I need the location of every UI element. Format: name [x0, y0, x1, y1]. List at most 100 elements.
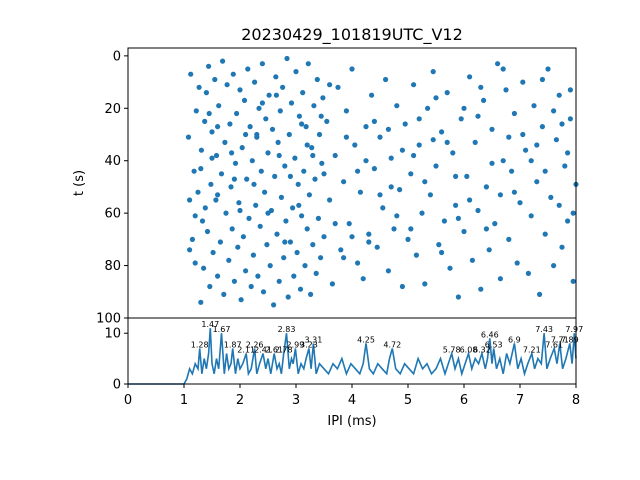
scatter-point — [287, 173, 293, 179]
scatter-point — [259, 100, 265, 106]
scatter-point — [369, 92, 375, 98]
scatter-point — [216, 103, 222, 109]
scatter-point — [542, 168, 548, 174]
scatter-point — [481, 97, 487, 103]
peak-label: 6.53 — [485, 341, 503, 350]
scatter-point — [318, 113, 324, 119]
scatter-point — [310, 242, 316, 248]
line-x-tick-label: 5 — [404, 393, 412, 408]
peak-label: 2.61 — [265, 346, 283, 355]
scatter-y-ticks: 0 20 40 60 80 100 — [96, 49, 128, 327]
scatter-point — [371, 166, 377, 172]
line-x-tick-label: 6 — [460, 393, 468, 408]
scatter-point — [321, 171, 327, 177]
line-x-tick-label: 4 — [348, 393, 356, 408]
line-x-tick-label: 1 — [180, 393, 188, 408]
scatter-point — [230, 71, 236, 77]
scatter-point — [202, 205, 208, 211]
scatter-point — [198, 147, 204, 153]
scatter-point — [313, 270, 319, 276]
scatter-point — [248, 283, 254, 290]
scatter-point — [453, 173, 459, 179]
scatter-point — [455, 215, 461, 221]
scatter-point — [191, 168, 197, 174]
scatter-point — [303, 124, 309, 130]
scatter-point — [357, 189, 363, 195]
scatter-point — [209, 155, 215, 161]
scatter-point — [245, 66, 251, 72]
scatter-point — [312, 176, 318, 182]
scatter-point — [318, 255, 324, 261]
scatter-point — [447, 265, 453, 271]
scatter-point — [517, 200, 523, 206]
scatter-point — [296, 202, 302, 208]
scatter-point — [196, 84, 202, 90]
line-x-tick-label: 8 — [572, 393, 580, 408]
scatter-point — [551, 108, 557, 114]
scatter-point — [300, 90, 306, 96]
scatter-point — [304, 142, 310, 148]
scatter-point — [455, 294, 461, 300]
scatter-point — [556, 92, 562, 98]
scatter-point — [273, 92, 279, 98]
scatter-point — [553, 137, 560, 143]
scatter-point — [500, 158, 506, 164]
scatter-point — [461, 105, 467, 111]
peak-label: 7.89 — [561, 335, 579, 344]
scatter-point — [224, 82, 230, 88]
scatter-point — [548, 194, 554, 200]
scatter-point — [458, 116, 464, 122]
scatter-point — [520, 131, 526, 138]
scatter-point — [297, 286, 304, 292]
scatter-point — [301, 168, 307, 174]
scatter-point — [243, 268, 249, 274]
scatter-point — [265, 210, 271, 216]
scatter-point — [236, 200, 242, 206]
scatter-point — [278, 194, 284, 200]
scatter-point — [394, 213, 400, 219]
scatter-point — [478, 84, 484, 90]
scatter-point — [329, 281, 335, 287]
scatter-point — [215, 192, 221, 198]
scatter-point — [243, 131, 249, 138]
scatter-point — [274, 231, 280, 237]
scatter-point — [282, 163, 288, 169]
line-x-tick-label: 7 — [516, 393, 524, 408]
scatter-point — [309, 145, 315, 151]
scatter-point — [528, 158, 534, 164]
scatter-plot-area — [185, 55, 579, 308]
chart-title: 20230429_101819UTC_V12 — [241, 25, 463, 45]
scatter-point — [511, 110, 517, 117]
scatter-point — [201, 265, 207, 271]
scatter-point — [399, 147, 405, 153]
scatter-point — [238, 297, 244, 303]
peak-label: 5.78 — [443, 346, 461, 355]
peak-label: 3.31 — [304, 335, 322, 344]
scatter-point — [267, 263, 273, 269]
scatter-point — [277, 108, 283, 114]
scatter-point — [341, 179, 347, 185]
scatter-point — [483, 184, 489, 190]
scatter-point — [385, 126, 391, 132]
scatter-point — [255, 273, 261, 279]
scatter-y-tick-label: 80 — [104, 259, 121, 274]
scatter-point — [206, 110, 212, 117]
scatter-point — [288, 100, 295, 106]
scatter-point — [315, 215, 321, 221]
scatter-point — [511, 189, 517, 195]
scatter-point — [467, 74, 473, 80]
scatter-point — [287, 239, 293, 245]
scatter-point — [374, 244, 380, 250]
scatter-y-axis-label: t (s) — [72, 170, 87, 196]
scatter-point — [545, 66, 551, 72]
scatter-point — [192, 213, 198, 219]
scatter-point — [239, 145, 245, 151]
scatter-point — [570, 278, 576, 284]
peak-labels: 1.28 1.471.67 1.872.112.262.412.612.78 2.83… — [191, 320, 583, 354]
scatter-point — [464, 173, 470, 179]
scatter-point — [227, 121, 233, 127]
scatter-point — [539, 124, 546, 130]
scatter-point — [399, 283, 405, 290]
scatter-point — [567, 116, 574, 122]
peak-label: 2.78 — [275, 346, 293, 355]
